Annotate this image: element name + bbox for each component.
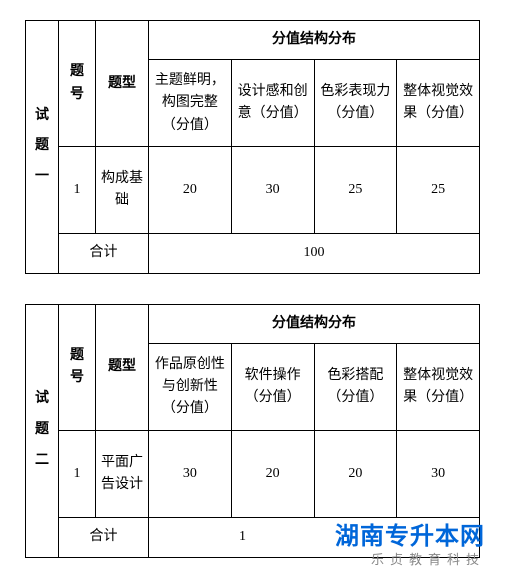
sub-header-4: 整体视觉效果（分值） <box>397 344 480 431</box>
scoring-table-1: 试 题 一 题 号 题型 分值结构分布 主题鲜明，构图完整（分值） 设计感和创意… <box>25 20 480 274</box>
cell-value: 20 <box>314 431 397 518</box>
total-value-partial: 1 <box>149 518 480 557</box>
total-label: 合计 <box>59 518 149 557</box>
sub-header-2: 设计感和创意（分值） <box>231 60 314 147</box>
distribution-header: 分值结构分布 <box>149 304 480 343</box>
sub-header-4: 整体视觉效果（分值） <box>397 60 480 147</box>
row-type: 平面广告设计 <box>96 431 149 518</box>
cell-value: 20 <box>231 431 314 518</box>
col-type-header: 题型 <box>96 304 149 430</box>
total-value: 100 <box>149 234 480 273</box>
table1-title: 试 题 一 <box>26 21 59 274</box>
row-num: 1 <box>59 431 96 518</box>
row-num: 1 <box>59 147 96 234</box>
col-number-header: 题 号 <box>59 304 96 430</box>
sub-header-1: 作品原创性与创新性（分值） <box>149 344 232 431</box>
distribution-header: 分值结构分布 <box>149 21 480 60</box>
col-type-header: 题型 <box>96 21 149 147</box>
sub-header-1: 主题鲜明，构图完整（分值） <box>149 60 232 147</box>
total-label: 合计 <box>59 234 149 273</box>
cell-value: 30 <box>149 431 232 518</box>
sub-header-3: 色彩表现力（分值） <box>314 60 397 147</box>
sub-header-3: 色彩搭配（分值） <box>314 344 397 431</box>
cell-value: 30 <box>397 431 480 518</box>
scoring-table-2: 试 题 二 题 号 题型 分值结构分布 作品原创性与创新性（分值） 软件操作（分… <box>25 304 480 558</box>
cell-value: 25 <box>314 147 397 234</box>
sub-header-2: 软件操作（分值） <box>231 344 314 431</box>
cell-value: 25 <box>397 147 480 234</box>
table2-title: 试 题 二 <box>26 304 59 557</box>
col-number-header: 题 号 <box>59 21 96 147</box>
cell-value: 20 <box>149 147 232 234</box>
row-type: 构成基础 <box>96 147 149 234</box>
cell-value: 30 <box>231 147 314 234</box>
